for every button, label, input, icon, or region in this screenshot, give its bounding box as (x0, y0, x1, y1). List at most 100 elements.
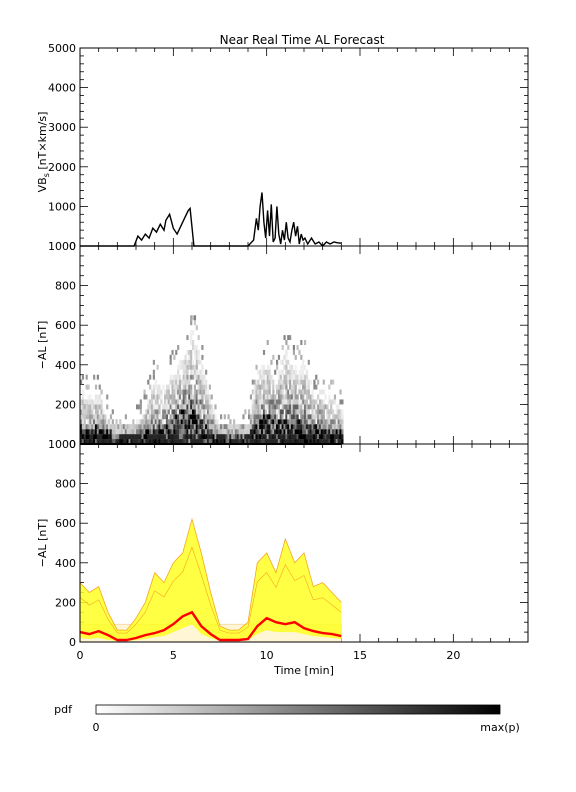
pdf-cell (270, 394, 273, 400)
pdf-cell (195, 359, 198, 365)
pdf-cell (300, 429, 303, 435)
pdf-cell (184, 374, 187, 380)
pdf-cell (182, 364, 185, 370)
pdf-cell (317, 404, 320, 410)
pdf-cell (216, 439, 219, 444)
pdf-cell (190, 374, 193, 380)
pdf-cell (186, 349, 189, 355)
pdf-cell (94, 429, 98, 435)
pdf-cell (290, 399, 294, 405)
pdf-cell (216, 429, 219, 435)
pdf-cell (244, 439, 247, 444)
pdf-cell (292, 394, 295, 400)
pdf-cell (190, 369, 193, 375)
pdf-cell (324, 404, 327, 410)
pdf-cell (205, 384, 208, 390)
pdf-cell (152, 409, 155, 415)
pdf-cell (156, 389, 159, 395)
pdf-cell (136, 404, 139, 410)
pdf-cell (281, 424, 284, 430)
pdf-cell (201, 409, 204, 415)
pdf-cell (274, 369, 277, 375)
pdf-cell (287, 439, 290, 444)
pdf-cell (296, 389, 299, 395)
pdf-cell (304, 389, 307, 395)
pdf-cell (311, 394, 314, 400)
pdf-cell (262, 419, 266, 425)
pdf-cell (190, 315, 193, 321)
pdf-cell (145, 434, 148, 440)
pdf-cell (208, 414, 211, 420)
pdf-cell (81, 389, 85, 395)
pdf-cell (294, 424, 297, 430)
pdf-cell (268, 374, 271, 380)
pdf-cell (160, 419, 163, 425)
pdf-cell (152, 359, 155, 365)
pdf-cell (300, 364, 303, 370)
pdf-cell (214, 414, 217, 420)
pdf-cell (304, 384, 307, 390)
pdf-cell (279, 434, 282, 440)
x-tick-label: 10 (260, 649, 274, 662)
pdf-cell (91, 434, 94, 440)
pdf-cell (186, 424, 189, 430)
pdf-cell (199, 399, 202, 405)
pdf-cell (188, 384, 191, 390)
pdf-cell (324, 394, 327, 400)
pdf-cell (175, 409, 178, 415)
pdf-cell (186, 429, 189, 435)
pdf-cell (248, 424, 251, 430)
pdf-cell (214, 439, 217, 444)
pdf-cell (242, 414, 245, 420)
pdf-cell (102, 414, 105, 420)
pdf-cell (100, 419, 103, 425)
pdf-cell (154, 424, 157, 430)
pdf-cell (94, 419, 98, 425)
pdf-cell (229, 434, 232, 440)
pdf-cell (234, 424, 238, 430)
pdf-cell (304, 374, 307, 380)
pdf-cell (98, 384, 101, 390)
pdf-cell (339, 399, 342, 405)
pdf-cell (335, 404, 338, 410)
pdf-cell (337, 414, 340, 420)
pdf-cell (169, 394, 172, 400)
pdf-cell (233, 434, 236, 440)
pdf-cell (109, 414, 113, 420)
pdf-cell (173, 424, 176, 430)
pdf-cell (322, 399, 325, 405)
pdf-cell (173, 379, 176, 385)
pdf-cell (264, 379, 267, 385)
pdf-cell (91, 439, 94, 444)
pdf-cell (178, 389, 182, 395)
pdf-cell (307, 359, 310, 365)
pdf-cell (281, 399, 284, 405)
pdf-cell (244, 434, 247, 440)
y-tick-label: 600 (55, 319, 76, 332)
pdf-cell (262, 429, 266, 435)
pdf-cell (192, 364, 195, 370)
pdf-cell (287, 379, 290, 385)
pdf-cell (302, 424, 305, 430)
pdf-cell (262, 394, 266, 400)
pdf-cell (106, 404, 109, 410)
pdf-cell (270, 404, 273, 410)
pdf-cell (305, 434, 309, 440)
pdf-cell (268, 364, 271, 370)
pdf-cell (276, 389, 279, 395)
pdf-cell (268, 424, 271, 430)
pdf-cell (304, 434, 307, 440)
pdf-cell (98, 409, 101, 415)
pdf-cell (326, 434, 329, 440)
pdf-cell (147, 439, 150, 444)
pdf-cell (304, 424, 307, 430)
colorbar-label: pdf (54, 703, 73, 716)
pdf-cell (320, 424, 323, 430)
pdf-cell (178, 429, 182, 435)
pdf-cell (182, 384, 185, 390)
pdf-cell (195, 394, 198, 400)
pdf-cell (238, 429, 241, 435)
pdf-cell (177, 419, 180, 425)
pdf-cell (261, 369, 264, 375)
pdf-cell (335, 414, 338, 420)
